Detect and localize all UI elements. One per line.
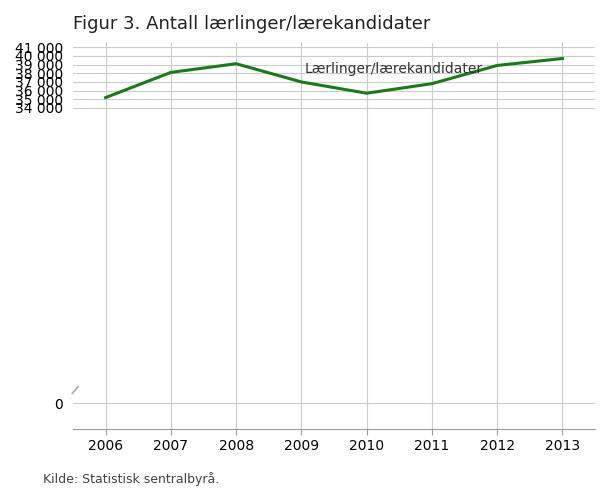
Text: Figur 3. Antall lærlinger/lærekandidater: Figur 3. Antall lærlinger/lærekandidater: [73, 15, 430, 33]
Text: Kilde: Statistisk sentralbyrå.: Kilde: Statistisk sentralbyrå.: [43, 471, 219, 486]
Text: Lærlinger/lærekandidater: Lærlinger/lærekandidater: [304, 62, 483, 76]
